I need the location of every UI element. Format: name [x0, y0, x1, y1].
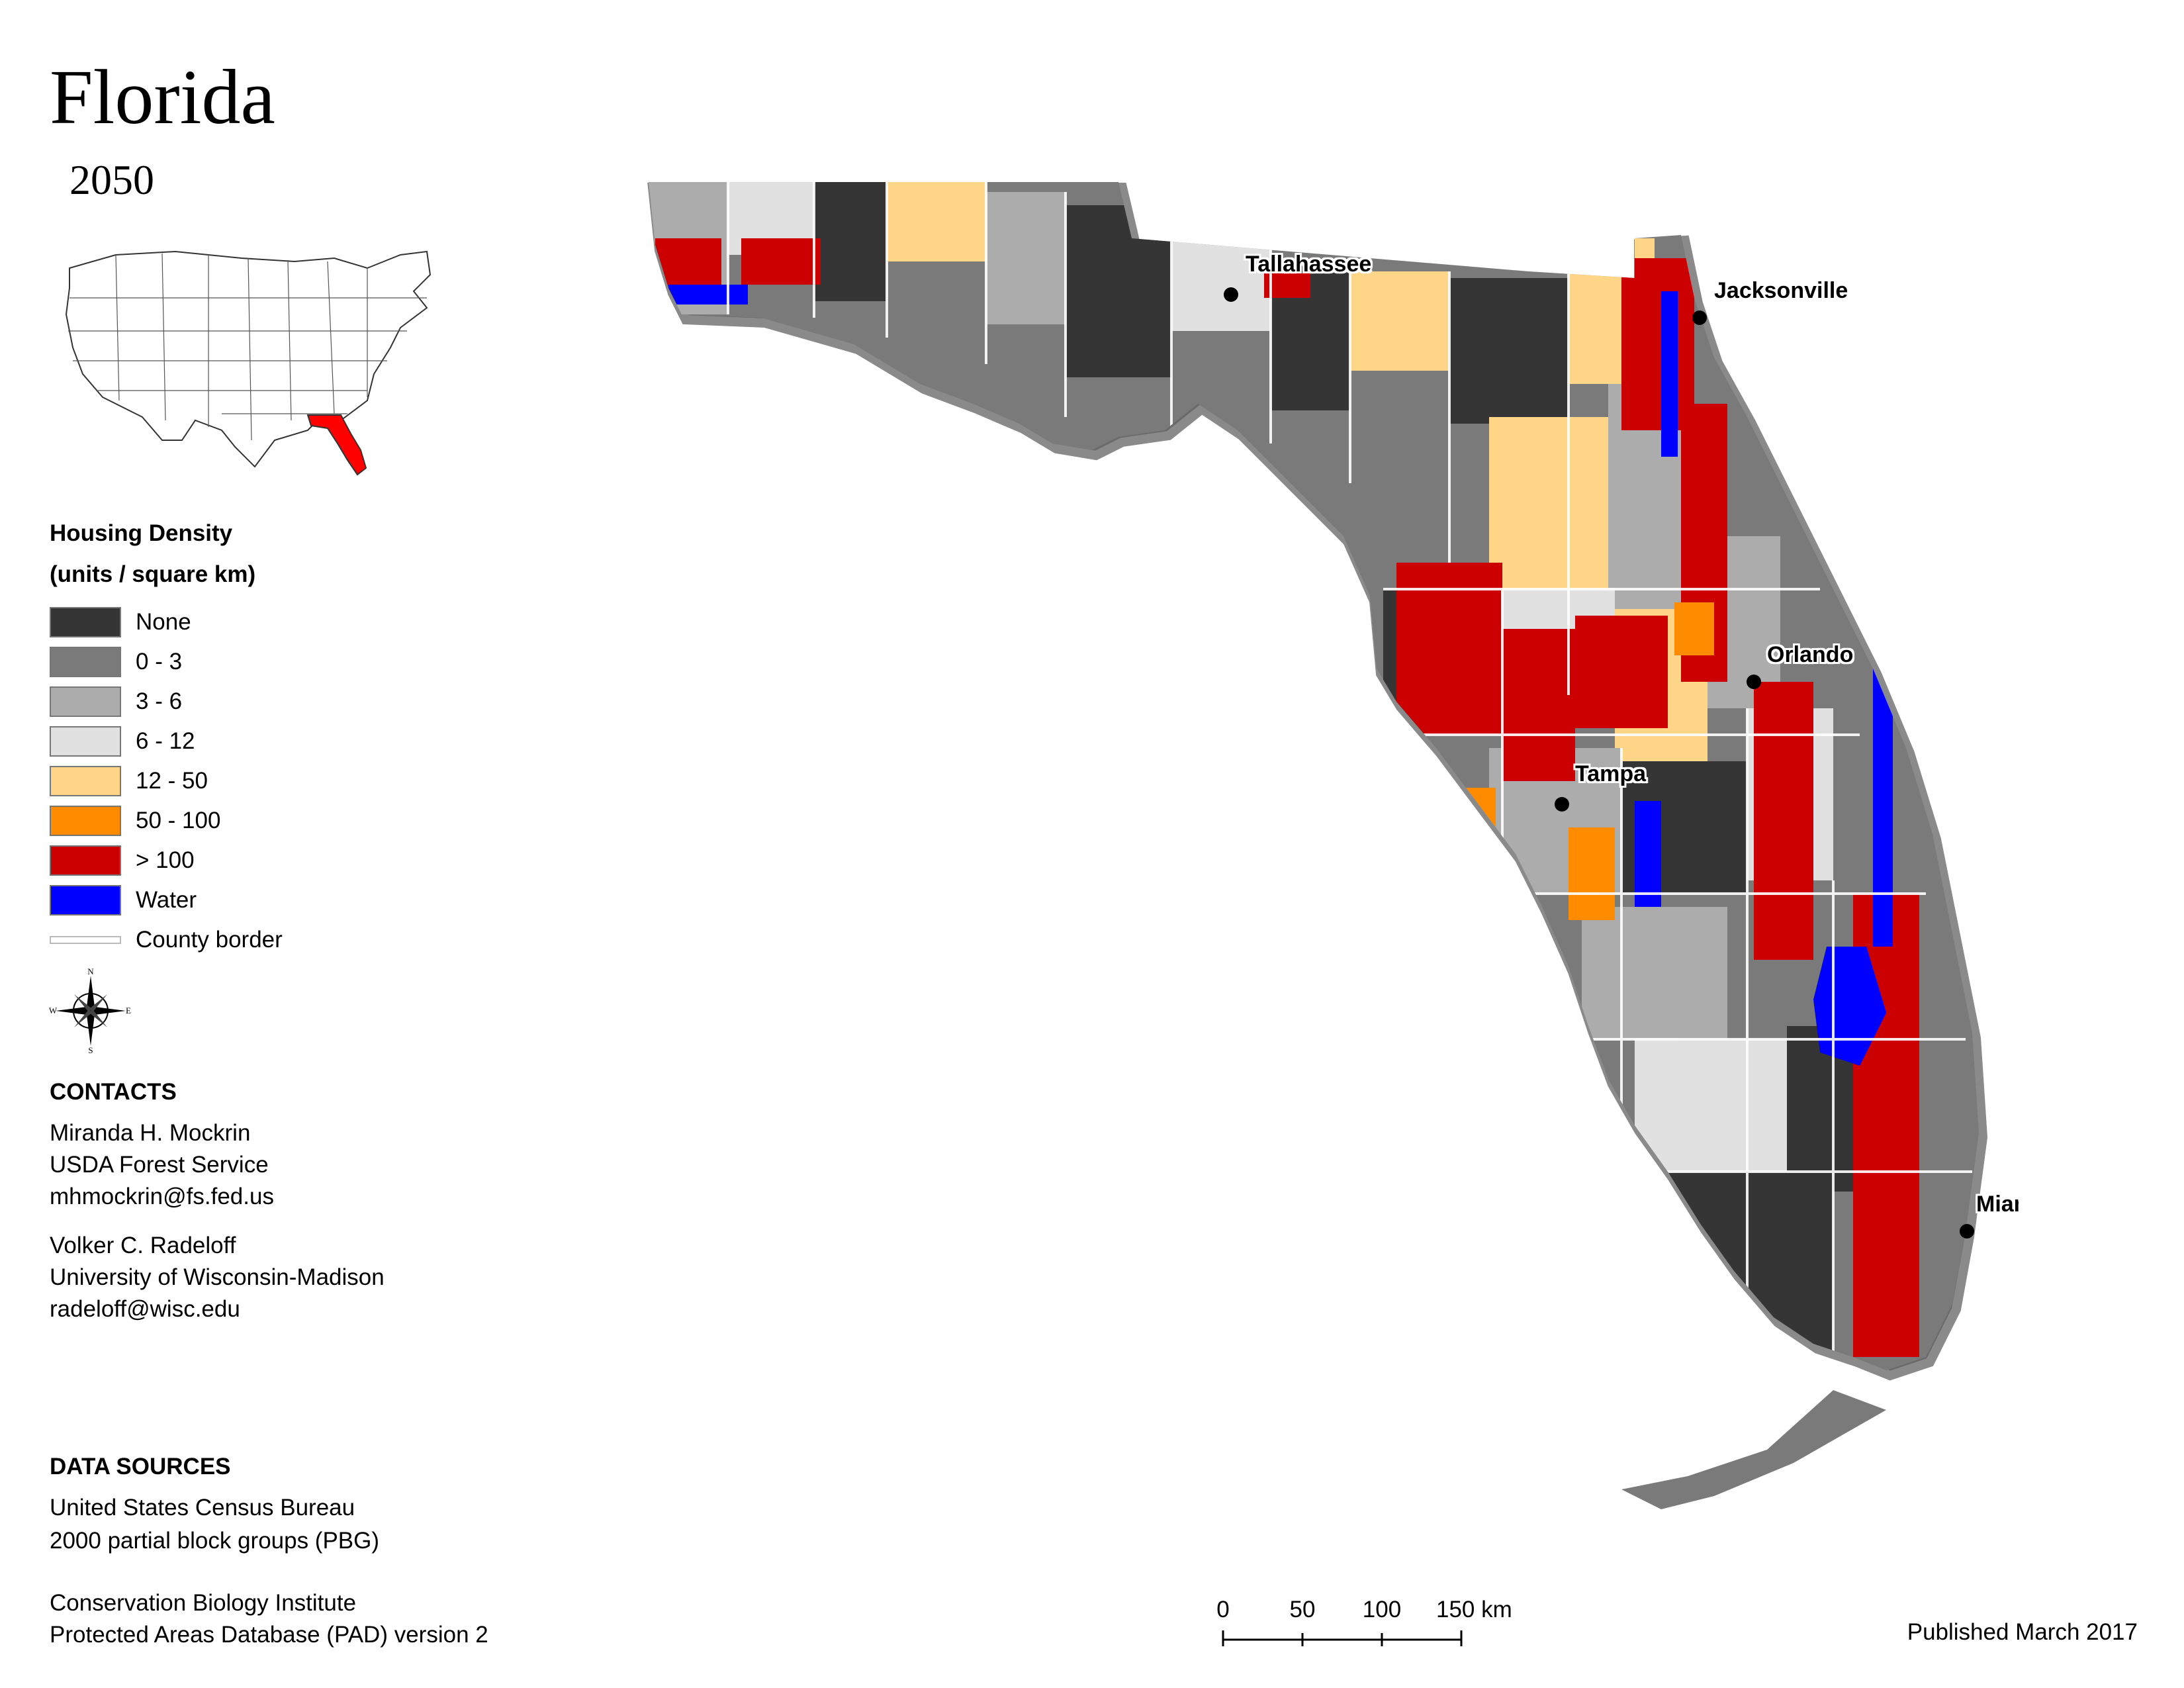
city-marker — [1747, 675, 1761, 689]
contact-org: USDA Forest Service — [50, 1152, 269, 1178]
data-source-line: Conservation Biology Institute — [50, 1590, 357, 1616]
legend-item-6-12: 6 - 12 — [50, 725, 195, 758]
scale-bar: 0 50 100 150 km — [1216, 1597, 1512, 1646]
contact-name: Miranda H. Mockrin — [50, 1120, 251, 1146]
legend-item-0-3: 0 - 3 — [50, 645, 182, 679]
compass-w: W — [49, 1006, 58, 1015]
city-label: Tampa — [1575, 761, 1647, 786]
legend-swatch — [50, 845, 121, 876]
data-source-line: Protected Areas Database (PAD) version 2 — [50, 1622, 488, 1648]
map-subtitle: 2050 — [69, 156, 154, 203]
legend-item-county-border: County border — [50, 923, 283, 957]
us-locator-map — [65, 250, 432, 476]
legend-label: 6 - 12 — [136, 728, 195, 754]
legend-line-swatch — [50, 936, 121, 944]
contact-org: University of Wisconsin-Madison — [50, 1264, 385, 1290]
city-marker — [1224, 287, 1238, 302]
florida-highlight — [306, 414, 367, 476]
data-source-line: United States Census Bureau — [50, 1495, 355, 1521]
contact-name: Volker C. Radeloff — [50, 1233, 236, 1258]
scale-tick-label: 150 km — [1436, 1597, 1512, 1622]
city-label: Miami — [1976, 1192, 2019, 1217]
legend-label: None — [136, 609, 191, 635]
compass-s: S — [88, 1045, 93, 1054]
city-label: Jacksonville — [1714, 278, 1848, 303]
legend-label: > 100 — [136, 847, 195, 873]
city-marker — [1960, 1224, 1974, 1239]
legend-units: (units / square km) — [50, 561, 256, 587]
contact-email[interactable]: mhmockrin@fs.fed.us — [50, 1184, 274, 1209]
legend-swatch — [50, 806, 121, 836]
florida-density-map: Tallahassee Jacksonville Orlando Tampa M… — [647, 182, 2019, 1509]
data-source-line: 2000 partial block groups (PBG) — [50, 1528, 380, 1554]
scale-tick-label: 0 — [1216, 1597, 1229, 1622]
legend-swatch — [50, 766, 121, 796]
legend-swatch — [50, 726, 121, 757]
compass-rose: N S E W — [49, 968, 131, 1054]
legend-item-over-100: > 100 — [50, 844, 195, 877]
compass-n: N — [87, 968, 94, 976]
legend-item-12-50: 12 - 50 — [50, 765, 208, 798]
legend-label: Water — [136, 887, 197, 913]
contacts-heading: CONTACTS — [50, 1079, 177, 1105]
map-title: Florida — [50, 54, 275, 140]
legend-label: 0 - 3 — [136, 649, 183, 675]
legend-label: 50 - 100 — [136, 808, 221, 833]
legend-label: County border — [136, 927, 283, 953]
legend-item-none: None — [50, 606, 191, 639]
data-sources-heading: DATA SOURCES — [50, 1454, 231, 1479]
city-label: Orlando — [1767, 642, 1853, 667]
legend-label: 12 - 50 — [136, 768, 208, 794]
scale-tick-label: 100 — [1363, 1597, 1401, 1622]
legend-label: 3 - 6 — [136, 688, 183, 714]
city-marker — [1692, 310, 1707, 325]
legend-title: Housing Density — [50, 520, 233, 546]
legend-item-50-100: 50 - 100 — [50, 804, 220, 837]
legend-swatch — [50, 686, 121, 717]
contact-email[interactable]: radeloff@wisc.edu — [50, 1296, 240, 1322]
legend-swatch — [50, 647, 121, 677]
legend-item-water: Water — [50, 884, 197, 917]
scale-tick-label: 50 — [1290, 1597, 1316, 1622]
legend-swatch — [50, 885, 121, 915]
legend-swatch — [50, 607, 121, 637]
legend-item-3-6: 3 - 6 — [50, 685, 182, 718]
published-date: Published March 2017 — [1907, 1619, 2138, 1645]
compass-e: E — [126, 1006, 131, 1015]
city-label: Tallahassee — [1246, 252, 1371, 277]
city-marker — [1555, 797, 1569, 812]
